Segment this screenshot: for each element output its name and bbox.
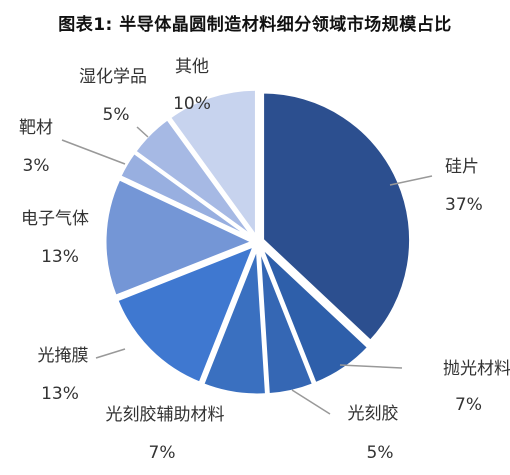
leader-line (61, 139, 126, 165)
slice-name-label: 抛光材料 (443, 359, 510, 379)
leader-line (95, 348, 126, 359)
pie-slice (259, 245, 371, 386)
leader-line (389, 175, 433, 186)
slice-name-label: 光掩膜 (38, 346, 89, 366)
pie-slice (257, 246, 316, 397)
slice-name-label: 光刻胶辅助材料 (106, 405, 225, 425)
slice-value-label: 7% (149, 443, 176, 463)
chart-title: 图表1: 半导体晶圆制造材料细分领域市场规模占比 (58, 15, 452, 35)
leader-line (291, 389, 331, 415)
pie-slice (132, 116, 256, 240)
pie-slice (167, 87, 258, 242)
leader-line (339, 364, 403, 369)
slice-name-label: 电子气体 (21, 209, 89, 229)
slice-value-label: 13% (41, 247, 79, 267)
slice-name-label: 光刻胶 (348, 404, 399, 424)
slice-value-label: 5% (367, 443, 394, 463)
slice-name-label: 硅片 (445, 157, 479, 177)
slice-value-label: 37% (445, 195, 483, 215)
slice-value-label: 3% (23, 156, 50, 176)
pie-slice (103, 176, 257, 299)
pie-slice (114, 242, 258, 386)
slice-value-label: 7% (455, 395, 482, 415)
slice-name-label: 靶材 (19, 118, 53, 138)
pie-slice (261, 90, 413, 344)
pie-slice (200, 246, 269, 397)
slice-name-label: 湿化学品 (79, 67, 147, 87)
slice-value-label: 13% (41, 384, 79, 404)
leader-line (136, 126, 149, 138)
slice-name-label: 其他 (175, 57, 209, 77)
slice-value-label: 5% (103, 105, 130, 125)
slice-value-label: 10% (173, 94, 211, 114)
